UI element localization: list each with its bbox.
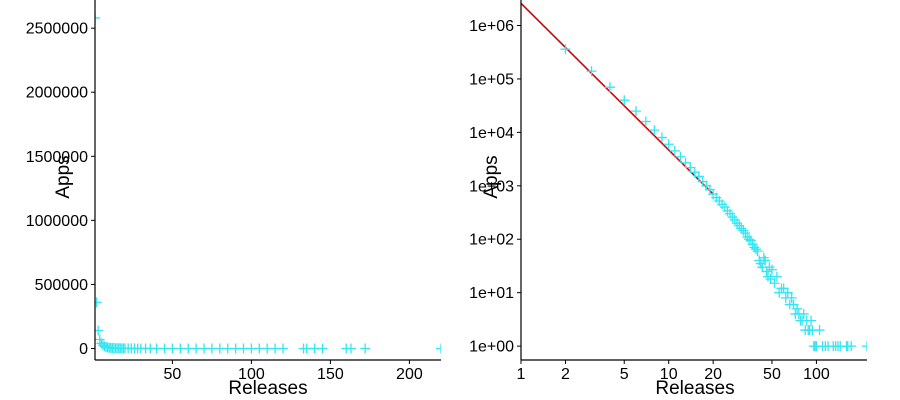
log-y-tick-label: 1e+00 bbox=[469, 339, 514, 356]
log-y-tick-label: 1e+04 bbox=[469, 125, 514, 142]
linear-data-point bbox=[345, 343, 356, 354]
log-x-tick-label: 10 bbox=[660, 366, 678, 383]
log-y-tick-label: 1e+03 bbox=[469, 178, 514, 195]
log-data-point bbox=[560, 44, 571, 55]
log-data-point bbox=[675, 151, 686, 162]
log-data-point bbox=[630, 106, 641, 117]
linear-data-point bbox=[95, 297, 102, 308]
log-data-point bbox=[771, 271, 782, 282]
log-data-point bbox=[786, 292, 797, 303]
log-x-tick-label: 100 bbox=[803, 366, 830, 383]
log-data-point bbox=[792, 303, 803, 314]
linear-x-axis-title: Releases bbox=[228, 378, 307, 399]
linear-scale-plot: Releases Apps 50 100 150 200 0 500000 1000000 1… bbox=[26, 0, 441, 399]
log-data-point bbox=[619, 95, 630, 106]
linear-y-tick-label: 0 bbox=[79, 341, 88, 358]
log-data-point bbox=[774, 287, 785, 298]
log-y-tick-label: 1e+01 bbox=[469, 285, 514, 302]
linear-y-tick-label: 2500000 bbox=[26, 21, 88, 38]
log-scale-plot: Releases Apps 1 2 5 10 20 50 100 1e+00 1e+01 1e+0… bbox=[469, 0, 867, 399]
linear-data-point bbox=[95, 12, 100, 23]
log-data-point bbox=[649, 125, 660, 136]
log-data-point bbox=[736, 223, 747, 234]
log-data-point bbox=[640, 116, 651, 127]
log-data-point bbox=[806, 315, 817, 326]
log-data-layer bbox=[521, 2, 867, 352]
log-y-tick-label: 1e+05 bbox=[469, 71, 514, 88]
log-data-point bbox=[782, 287, 793, 298]
log-fit-line bbox=[521, 2, 714, 195]
log-data-point bbox=[656, 132, 667, 143]
linear-x-tick-label: 150 bbox=[317, 366, 344, 383]
log-data-point bbox=[778, 283, 789, 294]
log-x-tick-label: 1 bbox=[517, 366, 526, 383]
log-data-point bbox=[669, 145, 680, 156]
log-x-tick-label: 20 bbox=[704, 366, 722, 383]
log-data-point bbox=[862, 341, 867, 352]
linear-data-point bbox=[278, 343, 289, 354]
linear-x-tick-label: 50 bbox=[164, 366, 182, 383]
log-x-axis-title: Releases bbox=[655, 378, 734, 399]
linear-data-point bbox=[436, 343, 441, 354]
log-x-tick-label: 5 bbox=[620, 366, 629, 383]
linear-y-tick-label: 1000000 bbox=[26, 213, 88, 230]
log-y-tick-label: 1e+02 bbox=[469, 232, 514, 249]
log-data-point bbox=[752, 246, 763, 257]
log-data-point bbox=[814, 325, 825, 336]
log-data-point bbox=[680, 157, 691, 168]
log-data-point bbox=[760, 255, 771, 266]
linear-x-tick-label: 200 bbox=[396, 366, 423, 383]
linear-data-point bbox=[360, 343, 371, 354]
log-data-point bbox=[604, 82, 615, 93]
linear-y-tick-label: 2000000 bbox=[26, 85, 88, 102]
linear-y-axis-title: Apps bbox=[53, 155, 74, 198]
log-data-point bbox=[586, 66, 597, 77]
log-data-point bbox=[745, 235, 756, 246]
log-data-point bbox=[689, 167, 700, 178]
log-data-point bbox=[732, 218, 743, 229]
linear-x-tick-label: 100 bbox=[238, 366, 265, 383]
log-data-point bbox=[762, 271, 773, 282]
log-y-tick-label: 1e+06 bbox=[469, 18, 514, 35]
log-data-point bbox=[751, 244, 762, 255]
log-x-tick-label: 50 bbox=[763, 366, 781, 383]
log-data-point bbox=[693, 171, 704, 182]
log-data-point bbox=[846, 341, 857, 352]
log-data-point bbox=[685, 162, 696, 173]
linear-y-tick-label: 500000 bbox=[35, 277, 88, 294]
log-data-point bbox=[738, 225, 749, 236]
log-data-point bbox=[744, 234, 755, 245]
log-data-point bbox=[663, 139, 674, 150]
log-data-point bbox=[798, 308, 809, 319]
log-data-point bbox=[764, 262, 775, 273]
linear-data-point bbox=[95, 325, 104, 336]
log-y-axis-title: Apps bbox=[481, 155, 502, 198]
linear-data-layer bbox=[95, 12, 441, 354]
linear-y-tick-label: 1500000 bbox=[26, 149, 88, 166]
linear-data-point bbox=[317, 343, 328, 354]
log-x-tick-label: 2 bbox=[561, 366, 570, 383]
log-data-point bbox=[769, 278, 780, 289]
log-data-point bbox=[766, 264, 777, 275]
